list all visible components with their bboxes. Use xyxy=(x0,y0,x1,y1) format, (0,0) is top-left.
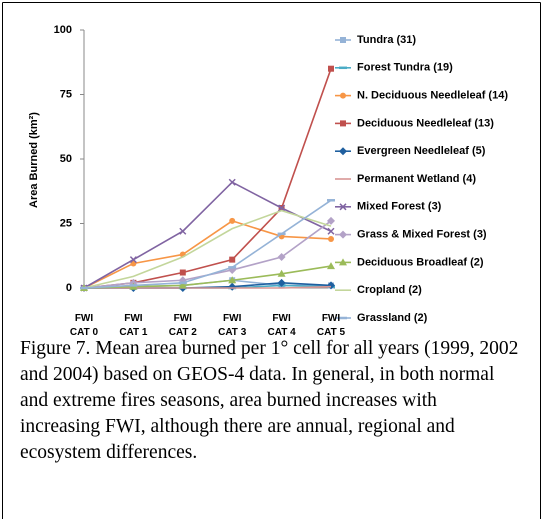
data-point xyxy=(229,256,236,263)
series-line xyxy=(83,181,332,289)
data-point xyxy=(228,282,237,291)
data-point xyxy=(229,217,236,224)
legend-marker xyxy=(339,147,347,156)
series-line xyxy=(83,199,332,289)
data-point xyxy=(277,278,286,287)
data-point xyxy=(327,216,335,225)
x-tick-label: FWI CAT 5 xyxy=(316,313,346,338)
y-axis-label: Area Burned (km²) xyxy=(28,112,40,208)
series-line xyxy=(83,220,332,289)
x-tick-label: FWI CAT 0 xyxy=(69,313,99,338)
data-point xyxy=(328,65,334,72)
legend-marker xyxy=(340,120,346,127)
data-point xyxy=(228,178,236,186)
y-tick-label: 100 xyxy=(54,24,72,36)
legend-label: Evergreen Needleleaf (5) xyxy=(357,145,486,157)
data-point xyxy=(278,204,286,212)
y-tick-label: 0 xyxy=(66,282,72,294)
legend-label: Deciduous Needleleaf (13) xyxy=(357,117,494,129)
series-line xyxy=(83,209,332,289)
legend-label: Grassland (2) xyxy=(357,312,428,324)
data-point xyxy=(327,227,335,235)
data-point xyxy=(129,256,137,264)
series-line xyxy=(84,285,332,289)
data-point xyxy=(277,253,286,262)
legend-label: Deciduous Broadleaf (2) xyxy=(357,256,484,268)
data-point xyxy=(328,235,334,242)
y-tick-label: 50 xyxy=(60,153,72,165)
legend-label: Tundra (31) xyxy=(357,34,416,46)
legend-marker xyxy=(340,92,346,99)
series-line xyxy=(83,220,332,289)
legend-label: N. Deciduous Needleleaf (14) xyxy=(357,90,508,102)
data-point xyxy=(179,227,187,235)
legend-marker xyxy=(339,230,347,239)
legend-label: Forest Tundra (19) xyxy=(357,62,453,74)
series-line xyxy=(83,68,332,289)
x-tick-label: FWI CAT 3 xyxy=(218,313,247,338)
y-tick-label: 75 xyxy=(60,88,72,100)
legend-marker xyxy=(339,203,347,211)
legend-label: Grass & Mixed Forest (3) xyxy=(357,229,487,241)
data-point xyxy=(327,262,335,270)
legend-label: Mixed Forest (3) xyxy=(357,201,442,213)
legend-label: Cropland (2) xyxy=(357,284,422,296)
x-tick-label: FWI CAT 4 xyxy=(267,313,296,338)
y-tick-label: 25 xyxy=(60,217,72,229)
legend-label: Permanent Wetland (4) xyxy=(357,173,476,185)
legend-marker xyxy=(339,258,347,266)
series-line xyxy=(83,265,332,289)
x-tick-label: FWI CAT 2 xyxy=(168,313,197,338)
legend-marker xyxy=(340,37,346,43)
data-point xyxy=(179,269,186,276)
x-tick-label: FWI CAT 1 xyxy=(119,313,148,338)
data-point xyxy=(277,269,286,277)
data-point xyxy=(228,276,237,284)
data-point xyxy=(178,281,187,289)
caption: Figure 7. Mean area burned per 1° cell f… xyxy=(20,338,519,463)
